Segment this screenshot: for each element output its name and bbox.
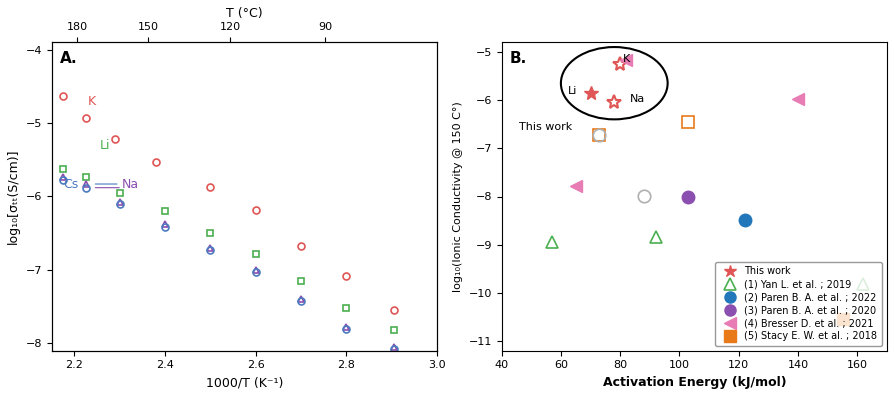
X-axis label: Activation Energy (kJ/mol): Activation Energy (kJ/mol) bbox=[603, 376, 786, 389]
Y-axis label: log₁₀(Ionic Conductivity @ 150 C°): log₁₀(Ionic Conductivity @ 150 C°) bbox=[453, 101, 463, 292]
Y-axis label: log₁₀[σₜₜ(S/cm)]: log₁₀[σₜₜ(S/cm)] bbox=[7, 149, 20, 244]
Text: K: K bbox=[88, 95, 97, 108]
Text: Cs: Cs bbox=[63, 178, 79, 191]
X-axis label: T (°C): T (°C) bbox=[226, 7, 263, 20]
X-axis label: 1000/T (K⁻¹): 1000/T (K⁻¹) bbox=[206, 376, 283, 389]
Text: B.: B. bbox=[510, 51, 527, 67]
Text: Li: Li bbox=[99, 139, 110, 152]
Text: K: K bbox=[622, 54, 629, 64]
Text: Na: Na bbox=[122, 178, 139, 191]
Legend: This work, (1) Yan L. et al. ; 2019, (2) Paren B. A. et al. ; 2022, (3) Paren B.: This work, (1) Yan L. et al. ; 2019, (2)… bbox=[715, 262, 882, 346]
Text: Li: Li bbox=[568, 86, 578, 96]
Text: This work: This work bbox=[519, 122, 573, 131]
Text: Na: Na bbox=[630, 94, 645, 104]
Text: A.: A. bbox=[59, 51, 77, 67]
